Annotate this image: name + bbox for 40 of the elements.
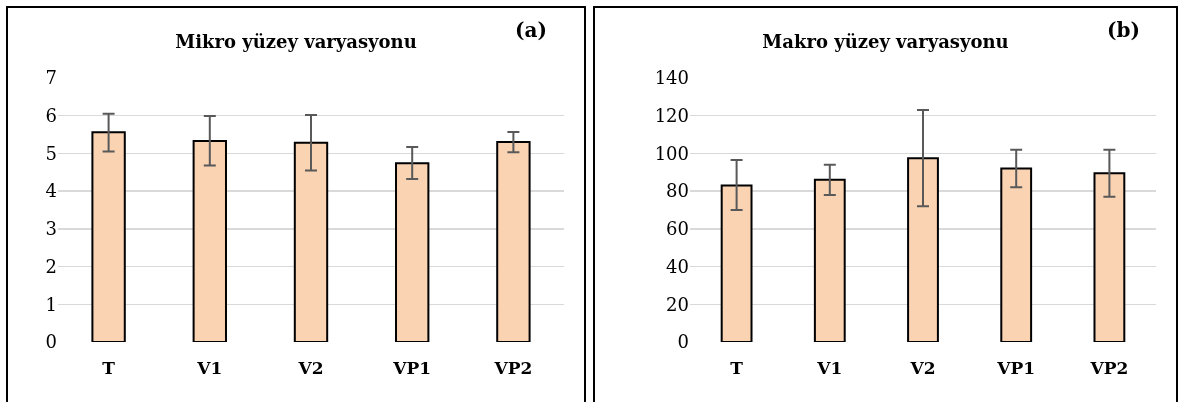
chart-title: Makro yüzey varyasyonu (762, 31, 1009, 53)
x-tick-label: T (730, 358, 744, 378)
y-tick-label: 40 (666, 255, 689, 277)
bar (496, 141, 531, 342)
x-tick-label: VP1 (392, 358, 432, 378)
y-tick-label: 140 (654, 67, 689, 89)
y-tick-label: 100 (654, 142, 689, 164)
bar (395, 162, 430, 342)
bar (1093, 172, 1126, 342)
y-tick-label: 60 (666, 218, 689, 240)
text: (b) (1107, 18, 1140, 42)
bar (813, 178, 846, 342)
y-tick-label: 7 (45, 67, 57, 89)
x-tick-label: VP2 (493, 358, 533, 378)
y-tick-label: 2 (45, 255, 57, 277)
bar (1000, 167, 1033, 342)
y-tick-label: 20 (666, 293, 689, 315)
y-tick-label: 5 (45, 142, 57, 164)
x-tick-label: VP2 (1089, 358, 1129, 378)
bar (720, 184, 753, 342)
y-tick-label: 4 (45, 180, 57, 202)
x-tick-label: V2 (297, 358, 324, 378)
chart-title: Mikro yüzey varyasyonu (175, 31, 417, 53)
y-tick-label: 0 (677, 331, 689, 353)
bar (293, 141, 329, 342)
text: (a) (515, 18, 547, 42)
y-tick-label: 120 (654, 105, 689, 127)
x-tick-label: V1 (816, 358, 843, 378)
y-tick-label: 80 (666, 180, 689, 202)
y-tick-label: 6 (45, 105, 57, 127)
y-tick-label: 0 (45, 331, 57, 353)
bar (192, 139, 227, 342)
x-tick-label: V2 (909, 358, 936, 378)
x-tick-label: V1 (196, 358, 223, 378)
y-tick-label: 3 (45, 218, 57, 240)
x-tick-label: VP1 (996, 358, 1036, 378)
x-tick-label: T (102, 358, 116, 378)
y-tick-label: 1 (45, 293, 57, 315)
bar (91, 131, 126, 342)
bar (907, 157, 939, 342)
